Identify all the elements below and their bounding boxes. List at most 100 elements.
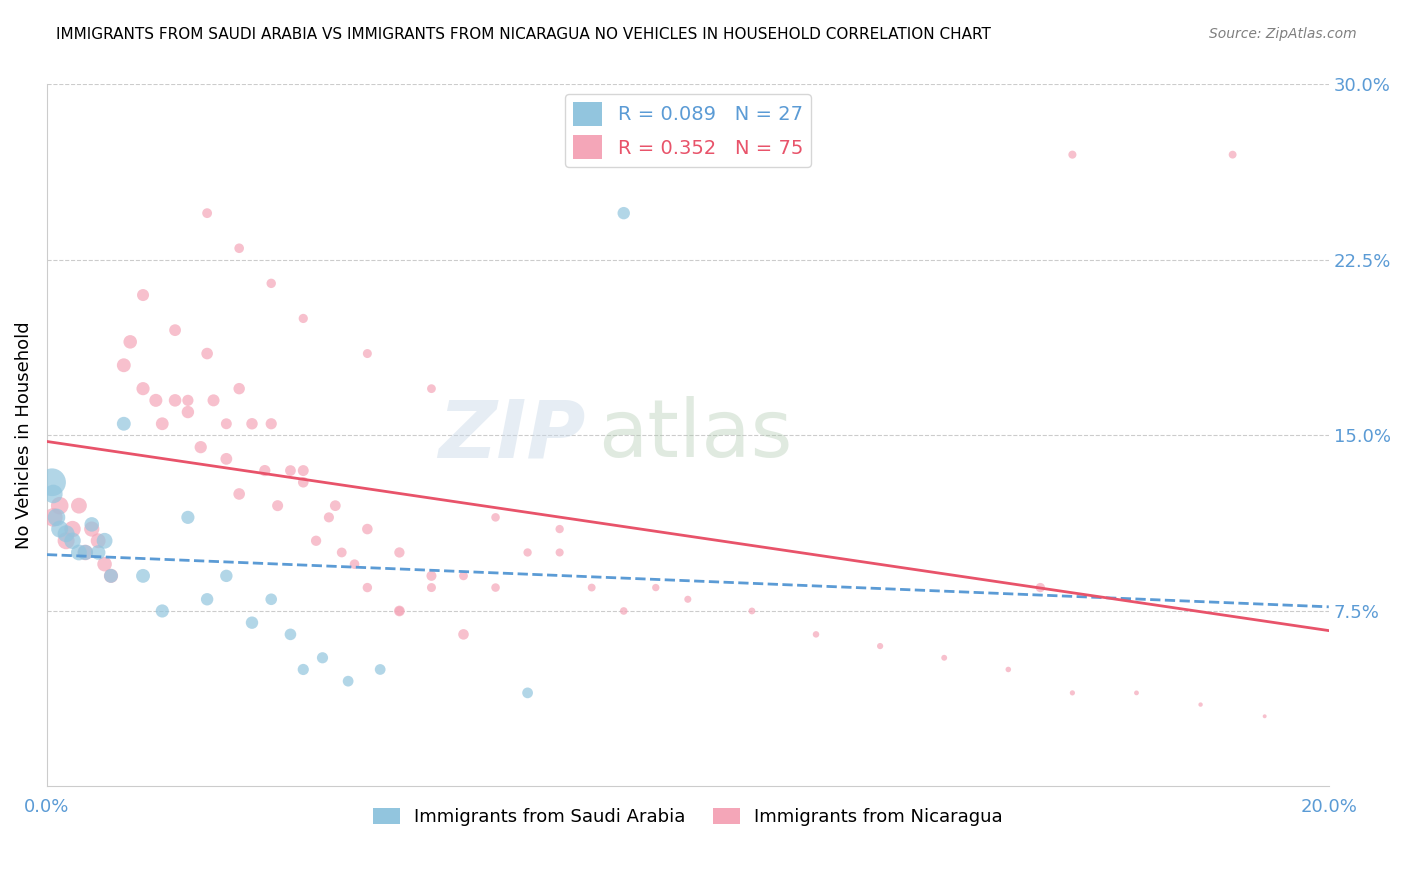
Point [41, 475, 63, 490]
Point [240, 615, 263, 630]
Point [997, 663, 1019, 677]
Point [420, 569, 443, 583]
Text: Source: ZipAtlas.com: Source: ZipAtlas.com [1209, 27, 1357, 41]
Point [177, 393, 200, 408]
Point [62, 533, 84, 548]
Point [453, 627, 475, 641]
Point [741, 604, 763, 618]
Point [548, 545, 571, 559]
Point [388, 604, 411, 618]
Point [356, 346, 378, 360]
Point [112, 417, 135, 431]
Point [132, 382, 155, 396]
Point [67, 545, 90, 559]
Point [190, 440, 212, 454]
Point [292, 311, 315, 326]
Point [165, 323, 187, 337]
Point [48, 522, 70, 536]
Point [87, 545, 110, 559]
Point [1222, 147, 1244, 161]
Point [260, 417, 283, 431]
Point [1189, 698, 1212, 712]
Point [75, 545, 97, 559]
Point [177, 405, 200, 419]
Point [323, 499, 346, 513]
Point [388, 545, 411, 559]
Point [305, 533, 328, 548]
Point [150, 417, 173, 431]
Point [484, 510, 506, 524]
Point [266, 499, 288, 513]
Point [548, 522, 571, 536]
Point [132, 288, 155, 302]
Point [368, 663, 391, 677]
Point [80, 517, 103, 532]
Point [343, 557, 366, 571]
Point [804, 627, 827, 641]
Point [93, 533, 115, 548]
Point [581, 581, 603, 595]
Point [934, 650, 956, 665]
Point [132, 569, 155, 583]
Point [318, 510, 340, 524]
Point [311, 650, 333, 665]
Point [644, 581, 666, 595]
Point [292, 663, 315, 677]
Point [1029, 581, 1052, 595]
Point [337, 674, 360, 689]
Point [1253, 709, 1275, 723]
Point [67, 499, 90, 513]
Point [93, 557, 115, 571]
Point [280, 627, 302, 641]
Point [330, 545, 353, 559]
Point [145, 393, 167, 408]
Point [62, 522, 84, 536]
Point [177, 510, 200, 524]
Point [55, 533, 77, 548]
Point [613, 604, 636, 618]
Point [292, 464, 315, 478]
Point [676, 592, 699, 607]
Point [388, 604, 411, 618]
Point [420, 581, 443, 595]
Point [1125, 686, 1147, 700]
Text: ZIP: ZIP [437, 396, 585, 475]
Point [453, 569, 475, 583]
Point [253, 464, 276, 478]
Point [280, 464, 302, 478]
Point [75, 545, 97, 559]
Point [516, 686, 538, 700]
Y-axis label: No Vehicles in Household: No Vehicles in Household [15, 322, 32, 549]
Point [869, 639, 891, 653]
Point [48, 499, 70, 513]
Point [240, 417, 263, 431]
Point [87, 533, 110, 548]
Legend: Immigrants from Saudi Arabia, Immigrants from Nicaragua: Immigrants from Saudi Arabia, Immigrants… [366, 801, 1010, 834]
Point [356, 522, 378, 536]
Point [215, 417, 238, 431]
Point [292, 475, 315, 490]
Point [516, 545, 538, 559]
Point [45, 510, 67, 524]
Point [420, 382, 443, 396]
Point [55, 526, 77, 541]
Point [42, 487, 65, 501]
Point [215, 451, 238, 466]
Point [112, 358, 135, 372]
Point [165, 393, 187, 408]
Point [215, 569, 238, 583]
Point [195, 206, 218, 220]
Point [150, 604, 173, 618]
Point [228, 487, 250, 501]
Point [195, 346, 218, 360]
Point [356, 581, 378, 595]
Point [80, 522, 103, 536]
Point [100, 569, 122, 583]
Point [1062, 686, 1084, 700]
Point [42, 510, 65, 524]
Point [202, 393, 225, 408]
Point [260, 592, 283, 607]
Point [484, 581, 506, 595]
Point [228, 382, 250, 396]
Point [613, 206, 636, 220]
